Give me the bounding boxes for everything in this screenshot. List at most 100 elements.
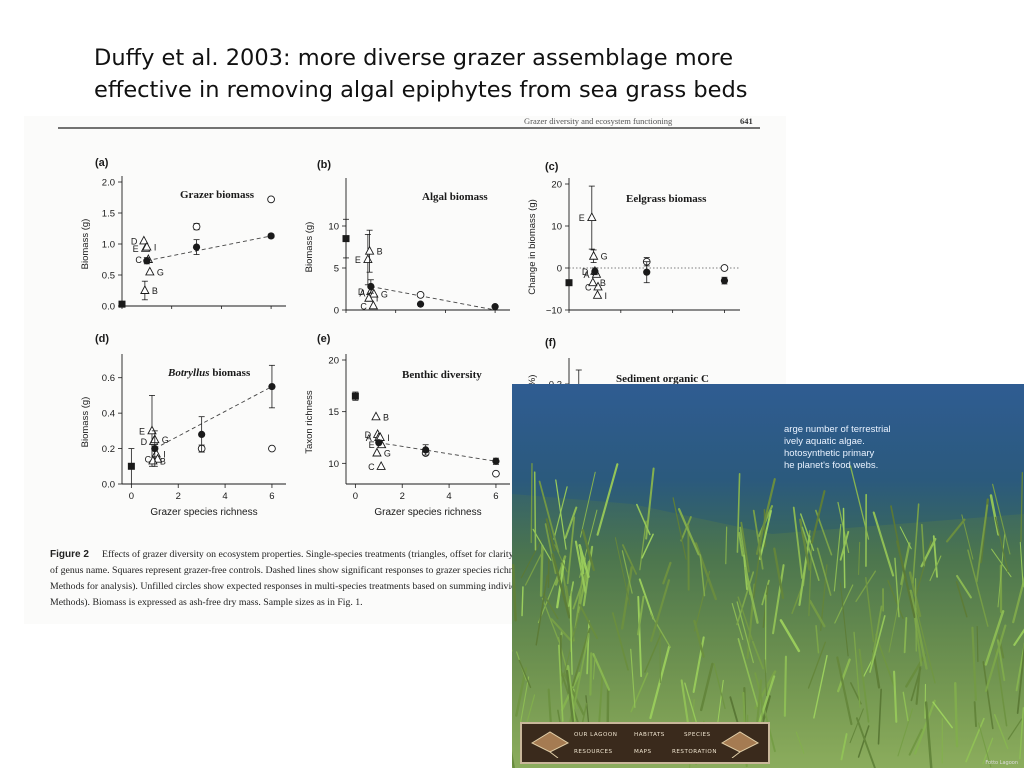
seagrass-blade <box>989 494 1000 536</box>
seagrass-blade <box>1016 643 1024 714</box>
seagrass-blade <box>903 616 908 654</box>
seagrass-blade <box>737 596 753 641</box>
single-species-triangle <box>364 245 375 255</box>
x-tick-label: 0 <box>129 491 134 502</box>
y-tick-label: 20 <box>551 180 562 191</box>
seagrass-blade <box>857 725 870 758</box>
seagrass-blade <box>645 467 655 540</box>
seagrass-blade <box>649 612 672 649</box>
expected-open-circle <box>416 291 425 299</box>
seagrass-blade <box>754 672 776 753</box>
y-tick-label: 1.5 <box>102 209 115 220</box>
single-species-triangle <box>368 300 379 310</box>
seagrass-blade <box>982 661 994 730</box>
observed-filled-circle <box>643 268 651 276</box>
seagrass-blade <box>833 523 842 592</box>
seagrass-blade <box>755 478 776 555</box>
seagrass-blade <box>912 503 920 584</box>
seagrass-photo-image <box>512 384 1024 768</box>
seagrass-blade <box>965 717 985 763</box>
nav-link-maps[interactable]: MAPS <box>634 749 652 755</box>
single-species-label: E <box>369 440 375 450</box>
y-tick-label: 10 <box>328 459 339 470</box>
figure-svg: Grazer diversity and ecosystem functioni… <box>50 116 760 608</box>
seagrass-blade <box>783 655 787 717</box>
seagrass-blade <box>929 555 942 582</box>
control-square <box>565 279 573 287</box>
seagrass-blade <box>945 518 966 543</box>
nav-link-habitats[interactable]: HABITATS <box>634 732 665 738</box>
y-axis-label: Biomass (g) <box>80 219 91 270</box>
single-species-label: I <box>154 243 157 253</box>
chart-panel-e: (e) Benthic diversity 10 15 20 0 2 4 6 Grazer spe… <box>304 333 510 518</box>
panel-label: (a) <box>95 157 109 169</box>
seagrass-blade <box>914 578 917 652</box>
single-species-label: E <box>355 255 361 265</box>
seagrass-blade <box>1012 575 1024 624</box>
y-tick-label: 10 <box>551 222 562 233</box>
observed-filled-circle <box>192 243 201 251</box>
seagrass-blade <box>932 701 953 729</box>
chart-panel-a: (a) Grazer biomass 0.0 0.5 1.0 1.5 2.0 Biomass … <box>80 157 286 313</box>
trend-line <box>378 442 497 462</box>
seagrass-blade <box>578 603 599 640</box>
y-tick-label: 0 <box>557 264 562 275</box>
seagrass-blade <box>692 636 705 693</box>
figure-scan: Grazer diversity and ecosystem functioni… <box>24 116 786 624</box>
seagrass-blade <box>611 612 629 671</box>
panel-title-italic: Botryllus <box>167 367 210 379</box>
nav-link-our-lagoon[interactable]: OUR LAGOON <box>574 732 618 738</box>
observed-filled-circle <box>591 267 599 275</box>
observed-filled-circle <box>143 257 151 265</box>
seagrass-blade <box>535 574 549 646</box>
seagrass-blade <box>558 644 564 722</box>
panel-label: (d) <box>95 333 109 345</box>
seagrass-blade <box>877 688 882 745</box>
seagrass-blade <box>662 561 672 585</box>
seagrass-blade <box>997 634 1005 659</box>
seagrass-blade <box>572 561 591 610</box>
seagrass-blade <box>515 667 528 717</box>
single-species-triangle <box>371 411 381 421</box>
seagrass-blade <box>993 713 1009 750</box>
single-species-triangle <box>364 292 374 302</box>
seagrass-blade <box>772 564 785 635</box>
chart-panel-d: (d) Botryllus biomass 0.0 0.2 0.4 0.6 0 2 4 6 Graz… <box>80 333 286 518</box>
seagrass-blade <box>924 701 933 768</box>
chart-panel-c: (c) Eelgrass biomass −10 0 10 20 Change in bio… <box>527 161 740 317</box>
seagrass-blade <box>799 513 815 552</box>
single-species-label: E <box>139 426 145 436</box>
single-species-triangle <box>592 289 603 299</box>
y-tick-label: 1.0 <box>102 240 115 251</box>
seagrass-blade <box>902 691 909 722</box>
seagrass-blade <box>630 672 649 713</box>
seagrass-blade <box>636 503 651 536</box>
nav-link-resources[interactable]: RESOURCES <box>574 749 613 755</box>
photo-credit: Fotto Lagoon <box>985 760 1018 766</box>
seagrass-blade <box>644 632 663 673</box>
x-tick-label: 4 <box>222 491 227 502</box>
single-species-label: A <box>583 270 589 280</box>
expected-open-circle <box>192 222 201 231</box>
seagrass-blade <box>1013 628 1024 646</box>
control-square <box>118 300 126 308</box>
seagrass-blade <box>1019 707 1024 760</box>
caption-label: Figure 2 <box>50 549 89 560</box>
seagrass-blade <box>801 526 820 582</box>
seagrass-blade <box>1007 718 1023 740</box>
nav-link-restoration[interactable]: RESTORATION <box>672 749 717 755</box>
single-species-label: C <box>135 255 142 265</box>
seagrass-blade <box>620 566 633 630</box>
panel-label: (f) <box>545 337 556 349</box>
single-species-label: C <box>145 455 152 465</box>
single-species-triangle <box>140 285 150 294</box>
caption-line-1: Effects of grazer diversity on ecosystem… <box>102 549 625 560</box>
caption-line-2: of genus name. Squares represent grazer-… <box>50 565 598 576</box>
y-tick-label: 0.6 <box>102 373 115 384</box>
seagrass-blade <box>579 471 596 538</box>
trend-line <box>154 386 273 449</box>
nav-link-species[interactable]: SPECIES <box>684 732 711 738</box>
seagrass-blade <box>518 659 532 689</box>
single-species-label: A <box>366 433 372 443</box>
seagrass-blade <box>621 550 633 594</box>
